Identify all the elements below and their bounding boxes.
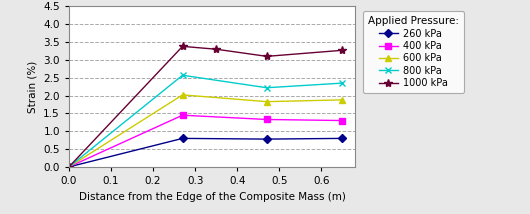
1000 kPa	[263, 55, 270, 58]
400 kPa	[179, 114, 186, 116]
Line: 600 kPa: 600 kPa	[65, 91, 346, 170]
1000 kPa	[339, 49, 346, 52]
600 kPa	[66, 166, 72, 168]
800 kPa	[66, 166, 72, 168]
X-axis label: Distance from the Edge of the Composite Mass (m): Distance from the Edge of the Composite …	[78, 192, 346, 202]
400 kPa	[263, 118, 270, 121]
800 kPa	[179, 74, 186, 77]
Line: 1000 kPa: 1000 kPa	[65, 42, 347, 171]
260 kPa	[339, 137, 346, 140]
Line: 260 kPa: 260 kPa	[66, 136, 345, 170]
600 kPa	[179, 94, 186, 96]
Line: 800 kPa: 800 kPa	[65, 72, 346, 170]
1000 kPa	[179, 45, 186, 48]
260 kPa	[66, 166, 72, 168]
260 kPa	[179, 137, 186, 140]
Legend: 260 kPa, 400 kPa, 600 kPa, 800 kPa, 1000 kPa: 260 kPa, 400 kPa, 600 kPa, 800 kPa, 1000…	[363, 11, 464, 93]
800 kPa	[263, 86, 270, 89]
400 kPa	[66, 166, 72, 168]
1000 kPa	[66, 166, 72, 168]
1000 kPa	[213, 48, 219, 51]
600 kPa	[263, 100, 270, 103]
260 kPa	[263, 138, 270, 140]
400 kPa	[339, 119, 346, 122]
Line: 400 kPa: 400 kPa	[66, 112, 345, 170]
800 kPa	[339, 82, 346, 84]
Y-axis label: Strain (%): Strain (%)	[28, 61, 38, 113]
600 kPa	[339, 99, 346, 101]
